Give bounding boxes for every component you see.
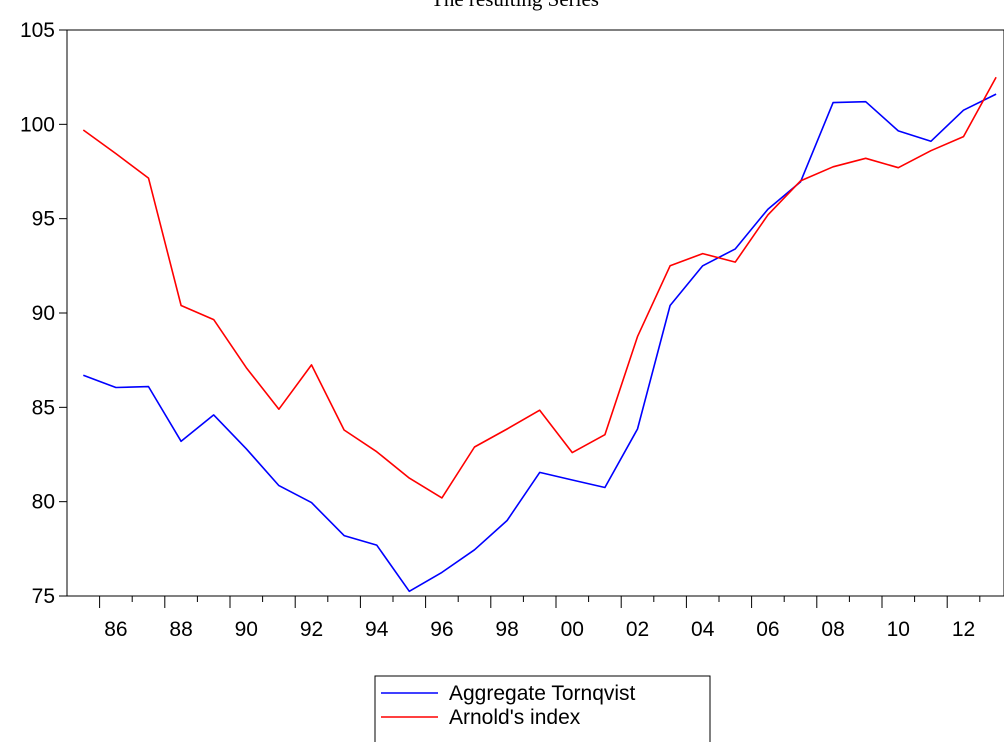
x-tick-label: 86 <box>104 618 127 641</box>
series-line-1 <box>83 93 997 593</box>
legend-label: Arnold's index <box>449 706 581 729</box>
y-axis: 75 80 85 90 95 100 105 <box>20 19 67 608</box>
series-line-2 <box>82 76 997 499</box>
x-tick-label: 04 <box>691 618 715 641</box>
x-tick-label: 90 <box>235 618 258 641</box>
y-tick-label: 100 <box>20 113 55 136</box>
x-tick-label: 98 <box>495 618 518 641</box>
chart-title: The resulting Series <box>431 0 599 11</box>
x-tick-label: 88 <box>169 618 192 641</box>
x-tick-label: 94 <box>365 618 389 641</box>
y-tick-label: 90 <box>32 302 55 325</box>
series-layer <box>82 76 997 593</box>
x-tick-label: 10 <box>887 618 910 641</box>
y-tick-label: 75 <box>32 585 55 608</box>
y-tick-label: 80 <box>32 491 55 514</box>
y-tick-label: 95 <box>32 208 55 231</box>
y-tick-label: 105 <box>20 19 55 42</box>
x-axis: 86 88 90 92 94 96 98 00 02 04 06 08 10 12 <box>99 596 981 641</box>
x-tick-label: 02 <box>626 618 649 641</box>
x-tick-label: 92 <box>300 618 323 641</box>
x-tick-label: 96 <box>430 618 453 641</box>
legend-box <box>374 675 711 742</box>
x-tick-label: 06 <box>756 618 779 641</box>
x-tick-label: 00 <box>561 618 584 641</box>
x-tick-label: 12 <box>952 618 975 641</box>
x-tick-label: 08 <box>821 618 844 641</box>
legend-label: Aggregate Tornqvist <box>449 682 636 705</box>
plot-frame <box>66 29 1004 597</box>
y-tick-label: 85 <box>32 396 55 419</box>
